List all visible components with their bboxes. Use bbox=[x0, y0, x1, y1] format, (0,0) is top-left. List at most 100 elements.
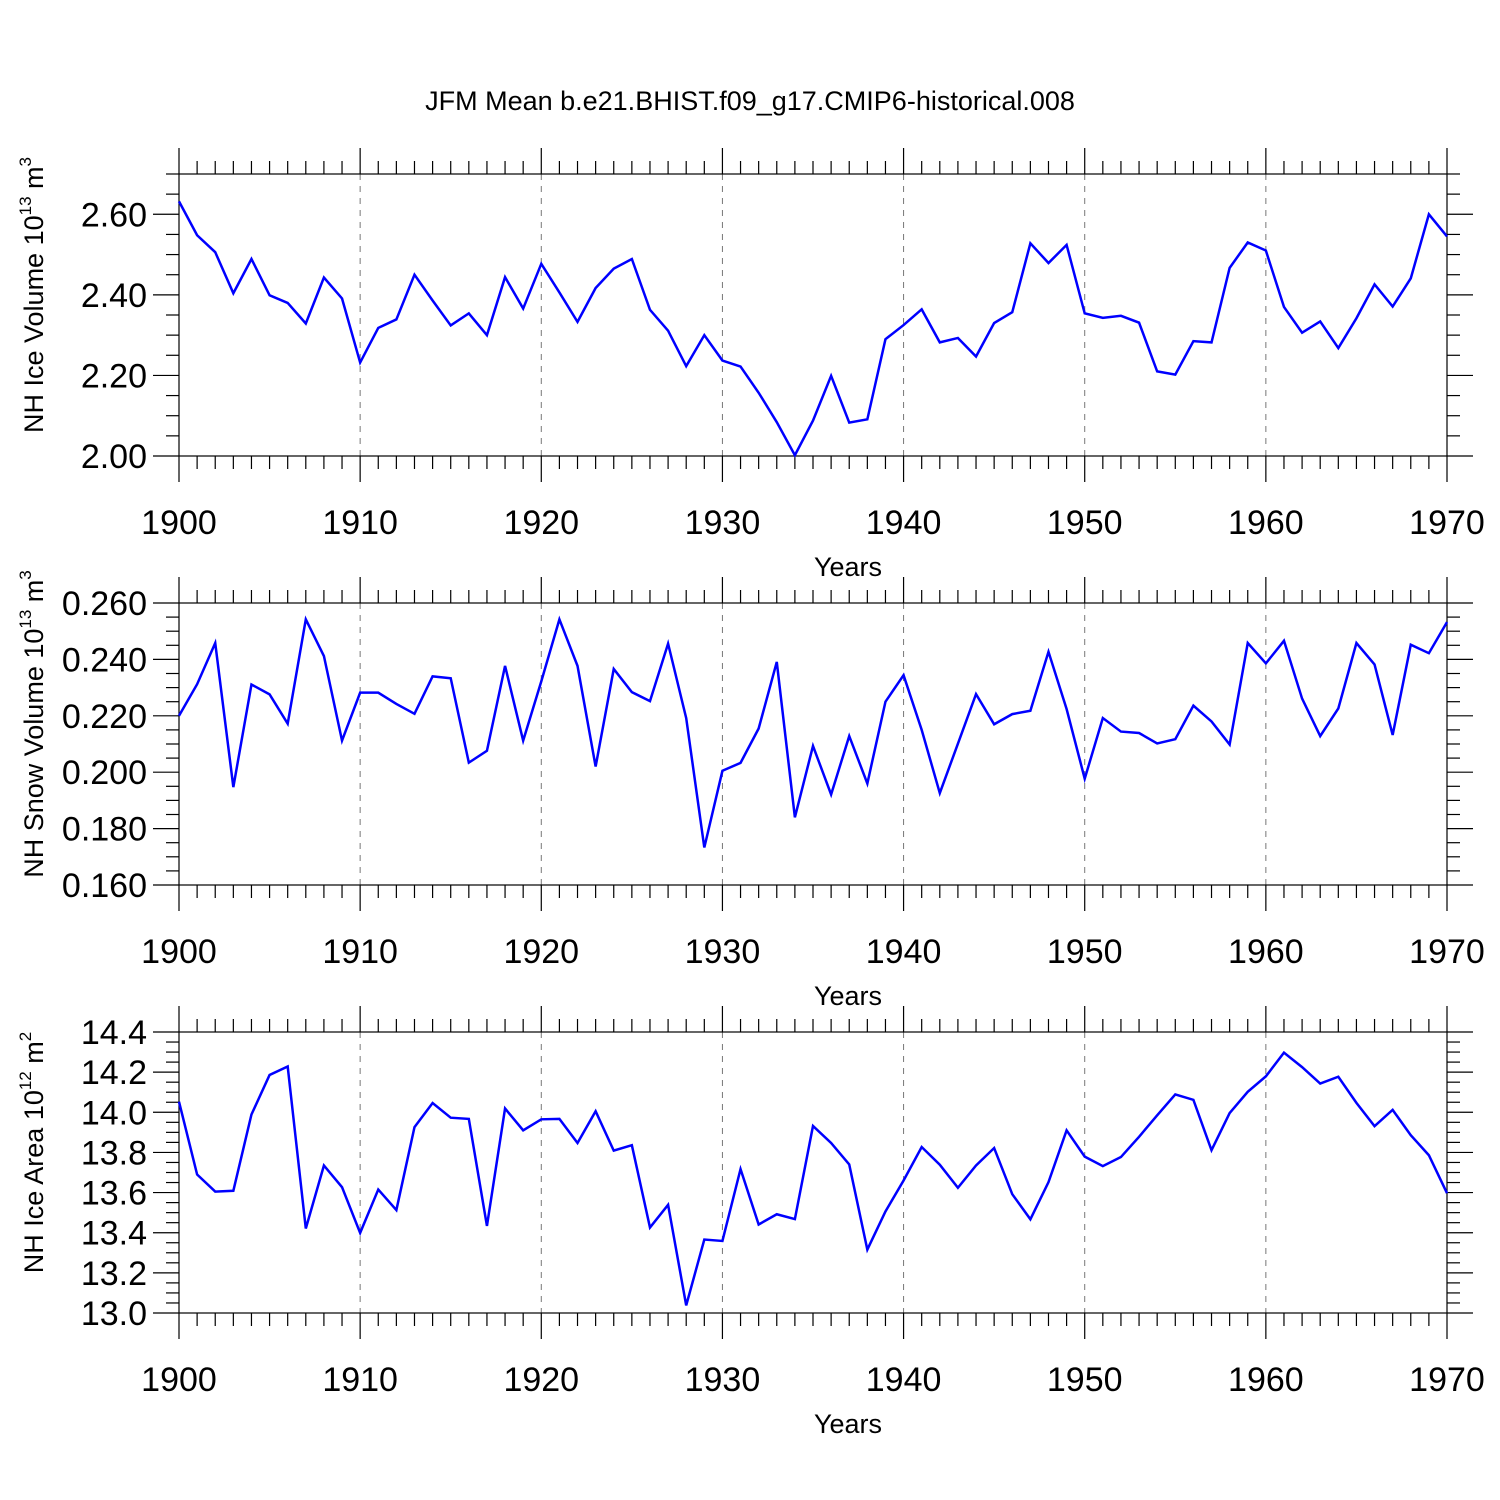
panel1-point-1911 bbox=[376, 326, 380, 330]
panel3-point-1930 bbox=[720, 1239, 724, 1243]
panel1-point-1933 bbox=[775, 420, 779, 424]
chart-panel-1: 1900 1910 1920 1930 1940 1950 1960 1970 2.00 2.20… bbox=[16, 148, 1485, 582]
panel1-xtick-label-1950: 1950 bbox=[1047, 504, 1123, 542]
panel2-ytick-label-5: 0.260 bbox=[62, 585, 147, 623]
panel2-point-1968 bbox=[1409, 643, 1413, 647]
panel3-x-axis-label: Years bbox=[814, 1409, 882, 1439]
chart-panel-2: 1900 1910 1920 1930 1940 1950 1960 1970 0.160 0.1… bbox=[16, 570, 1485, 1011]
panel1-point-1946 bbox=[1010, 310, 1014, 314]
panel3-point-1947 bbox=[1028, 1217, 1032, 1221]
panel3-point-1911 bbox=[376, 1188, 380, 1192]
panel3-point-1929 bbox=[702, 1238, 706, 1242]
panel2-point-1938 bbox=[865, 781, 869, 785]
panel3-ytick-label-4: 13.8 bbox=[81, 1134, 147, 1172]
panel2-point-1957 bbox=[1210, 719, 1214, 723]
panel1-point-1963 bbox=[1318, 319, 1322, 323]
panel2-xtick-label-1940: 1940 bbox=[866, 933, 942, 971]
panel2-ylabel-unit: m bbox=[19, 580, 49, 610]
panel3-point-1969 bbox=[1427, 1153, 1431, 1157]
panel2-point-1904 bbox=[249, 682, 253, 686]
panel2-point-1962 bbox=[1300, 697, 1304, 701]
panel1-point-1908 bbox=[322, 276, 326, 280]
panel3-ylabel-exponent: 12 bbox=[16, 1071, 35, 1090]
panel3-point-1968 bbox=[1409, 1133, 1413, 1137]
panel2-xtick-label-1930: 1930 bbox=[685, 933, 761, 971]
panel1-point-1910 bbox=[358, 361, 362, 365]
panel1-point-1902 bbox=[213, 250, 217, 254]
panel1-xtick-label-1910: 1910 bbox=[322, 504, 398, 542]
panel3-point-1949 bbox=[1065, 1128, 1069, 1132]
panel3-point-1904 bbox=[249, 1112, 253, 1116]
panel1-ylabel-main: NH Ice Volume 10 bbox=[19, 215, 49, 433]
panel1-point-1903 bbox=[231, 291, 235, 295]
panel1-point-1937 bbox=[847, 421, 851, 425]
panel1-point-1935 bbox=[811, 419, 815, 423]
panel1-point-1913 bbox=[412, 273, 416, 277]
panel3-point-1931 bbox=[739, 1167, 743, 1171]
panel1-point-1915 bbox=[449, 323, 453, 327]
panel2-point-1952 bbox=[1119, 730, 1123, 734]
panel2-ytick-label-4: 0.240 bbox=[62, 641, 147, 679]
panel1-ytick-label-1: 2.20 bbox=[81, 357, 147, 395]
panel3-ytick-label-0: 13.0 bbox=[81, 1295, 147, 1333]
panel3-point-1946 bbox=[1010, 1192, 1014, 1196]
panel1-point-1901 bbox=[195, 233, 199, 237]
panel2-point-1920 bbox=[539, 679, 543, 683]
panel1-point-1958 bbox=[1228, 266, 1232, 270]
panel1-point-1956 bbox=[1191, 339, 1195, 343]
panel1-point-1900 bbox=[177, 199, 181, 203]
panel2-xtick-label-1950: 1950 bbox=[1047, 933, 1123, 971]
panel1-point-1922 bbox=[576, 320, 580, 324]
panel2-point-1950 bbox=[1083, 777, 1087, 781]
panel2-point-1960 bbox=[1264, 661, 1268, 665]
panel2-y-axis-label: NH Snow Volume 1013 m3 bbox=[16, 570, 49, 878]
panel2-point-1918 bbox=[503, 664, 507, 668]
panel2-point-1907 bbox=[304, 617, 308, 621]
panel2-series-line bbox=[177, 615, 1449, 848]
panel2-point-1916 bbox=[467, 761, 471, 765]
panel3-point-1955 bbox=[1173, 1092, 1177, 1096]
panel1-point-1969 bbox=[1427, 212, 1431, 216]
panel3-ytick-label-1: 13.2 bbox=[81, 1255, 147, 1293]
panel2-point-1946 bbox=[1010, 712, 1014, 716]
panel2-point-1905 bbox=[268, 692, 272, 696]
panel3-point-1912 bbox=[394, 1208, 398, 1212]
panel1-point-1918 bbox=[503, 275, 507, 279]
panel2-point-1965 bbox=[1354, 641, 1358, 645]
panel1-xtick-label-1900: 1900 bbox=[141, 504, 217, 542]
panel1-point-1923 bbox=[594, 286, 598, 290]
panel3-point-1924 bbox=[612, 1149, 616, 1153]
panel2-point-1940 bbox=[902, 673, 906, 677]
panel2-point-1932 bbox=[757, 726, 761, 730]
panel1-point-1928 bbox=[684, 364, 688, 368]
panel2-point-1903 bbox=[231, 785, 235, 789]
panel3-ylabel-unit-exponent: 2 bbox=[16, 1032, 35, 1041]
panel1-point-1948 bbox=[1046, 261, 1050, 265]
panel1-series-line bbox=[177, 200, 1448, 458]
panel1-point-1954 bbox=[1155, 369, 1159, 373]
panel2-point-1942 bbox=[938, 791, 942, 795]
panel1-point-1949 bbox=[1065, 243, 1069, 247]
panel3-xtick-label-1940: 1940 bbox=[866, 1361, 942, 1399]
panel3-point-1963 bbox=[1318, 1082, 1322, 1086]
panel3-ytick-label-5: 14.0 bbox=[81, 1094, 147, 1132]
panel3-point-1935 bbox=[811, 1124, 815, 1128]
panel1-point-1947 bbox=[1028, 241, 1032, 245]
panel3-point-1938 bbox=[865, 1248, 869, 1252]
panel2-ylabel-exponent: 13 bbox=[16, 610, 35, 629]
panel1-point-1927 bbox=[666, 329, 670, 333]
panel2-point-1913 bbox=[412, 712, 416, 716]
panel1-point-1925 bbox=[630, 257, 634, 261]
panel3-point-1901 bbox=[195, 1173, 199, 1177]
panel2-point-1933 bbox=[775, 660, 779, 664]
panel3-point-1958 bbox=[1228, 1111, 1232, 1115]
panel1-ylabel-unit: m bbox=[19, 166, 49, 196]
panel1-point-1919 bbox=[521, 307, 525, 311]
panel2-point-1931 bbox=[739, 761, 743, 765]
panel2-point-1954 bbox=[1155, 741, 1159, 745]
panel2-point-1900 bbox=[177, 714, 181, 718]
panel2-point-1936 bbox=[829, 792, 833, 796]
panel3-point-1965 bbox=[1354, 1101, 1358, 1105]
panel1-point-1952 bbox=[1119, 314, 1123, 318]
